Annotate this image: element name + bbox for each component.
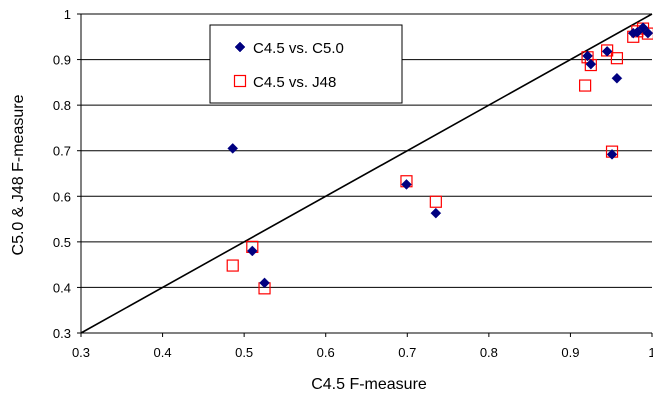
- y-tick-label-0.5: 0.5: [53, 235, 71, 250]
- y-tick-label-0.8: 0.8: [53, 98, 71, 113]
- point-c50-0: [227, 143, 239, 154]
- point-c50-5: [582, 50, 593, 62]
- x-tick-label-0.8: 0.8: [480, 345, 498, 360]
- y-tick-label-0.4: 0.4: [53, 280, 71, 295]
- point-j48-10: [610, 52, 624, 65]
- legend-square-marker: [233, 74, 247, 88]
- point-c50-8: [606, 149, 618, 160]
- y-tick-label-0.9: 0.9: [53, 53, 71, 68]
- point-j48-4: [429, 195, 442, 208]
- point-c50-9: [611, 72, 623, 84]
- x-tick-labels: 0.3 0.4 0.5 0.6 0.7 0.8 0.9 1: [72, 345, 653, 360]
- point-c50-7: [601, 46, 613, 57]
- x-tick-label-0.4: 0.4: [154, 345, 172, 360]
- legend-symbol-square: [233, 74, 247, 88]
- y-tick-label-1: 1: [64, 7, 71, 22]
- data-points: [226, 22, 653, 295]
- legend-diamond-marker: [234, 41, 246, 53]
- x-tick-label-1: 1: [648, 345, 653, 360]
- point-c50-6: [585, 58, 597, 70]
- legend-box: [209, 24, 403, 104]
- legend-label-c50: C4.5 vs. C5.0: [253, 40, 344, 57]
- point-j48-5: [579, 79, 592, 92]
- y-axis-title: C5.0 & J48 F-measure: [10, 94, 27, 255]
- point-c50-13: [642, 27, 653, 39]
- x-axis-title: C4.5 F-measure: [311, 376, 427, 393]
- legend-symbol-diamond: [234, 41, 246, 53]
- point-c50-2: [259, 277, 270, 289]
- x-tick-label-0.3: 0.3: [72, 345, 90, 360]
- identity-line-group: [80, 13, 653, 334]
- point-c50-12: [637, 22, 649, 34]
- y-tick-label-0.7: 0.7: [53, 144, 71, 159]
- point-c50-1: [246, 245, 258, 257]
- point-j48-0: [226, 259, 239, 272]
- point-c50-3: [401, 179, 412, 190]
- point-c50-4: [430, 207, 442, 219]
- y-tick-label-0.3: 0.3: [53, 326, 71, 341]
- axes: [77, 13, 653, 337]
- y-tick-labels: 0.3 0.4 0.5 0.6 0.7 0.8 0.9 1: [53, 7, 71, 341]
- x-tick-label-0.6: 0.6: [317, 345, 335, 360]
- y-tick-label-0.6: 0.6: [53, 189, 71, 204]
- legend-label-j48: C4.5 vs. J48: [253, 74, 336, 91]
- identity-line: [80, 13, 653, 334]
- x-tick-label-0.9: 0.9: [561, 345, 579, 360]
- legend: C4.5 vs. C5.0 C4.5 vs. J48: [209, 24, 403, 104]
- x-tick-label-0.5: 0.5: [235, 345, 253, 360]
- x-tick-label-0.7: 0.7: [398, 345, 416, 360]
